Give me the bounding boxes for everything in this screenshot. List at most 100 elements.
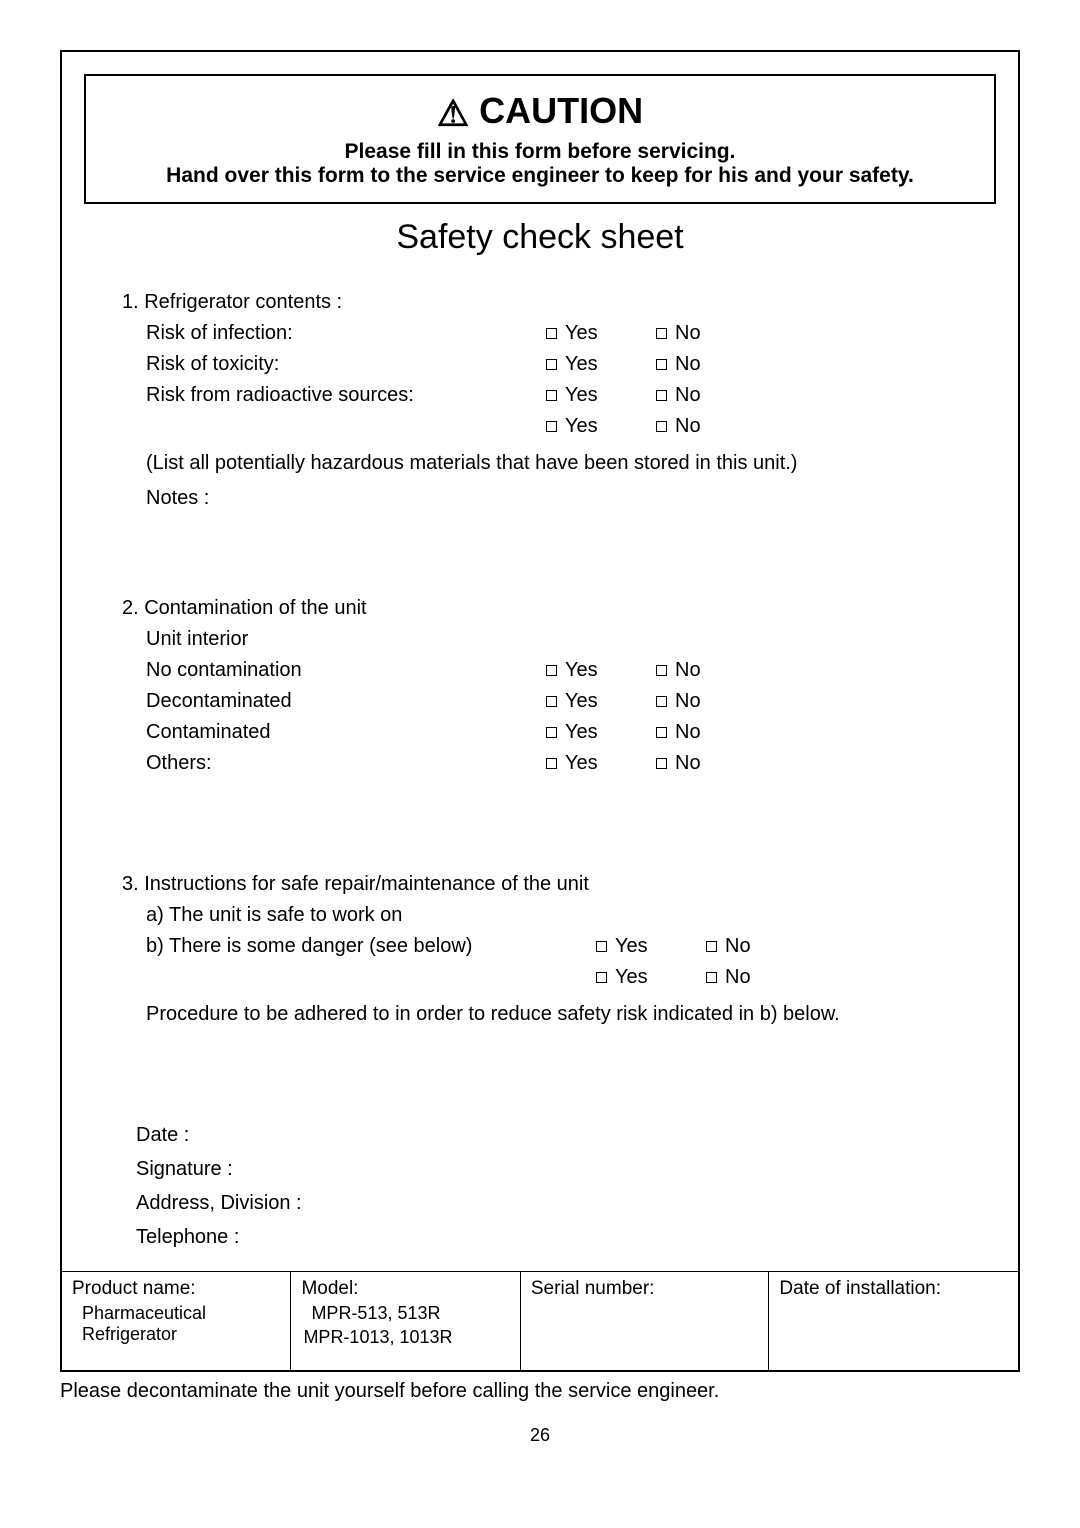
s1-yn-infection: Yes No [546,318,736,349]
yes-label: Yes [565,690,598,712]
model-value-2: MPR-1013, 1013R [301,1327,509,1348]
s2-yn-contam: Yes No [546,717,736,748]
footer-table: Product name: Pharmaceutical Refrigerato… [62,1271,1018,1370]
checkbox-no[interactable] [656,727,667,738]
warning-icon: ⚠ [437,92,469,133]
s2-label-nocontam: No contamination [146,655,546,686]
s1-row-extra: Yes No [122,411,978,442]
install-date-label: Date of installation: [779,1278,1008,1300]
header-instruction-1: Please fill in this form before servicin… [96,140,984,164]
s3-row-b: b) There is some danger (see below) Yes … [122,931,978,962]
no-label: No [675,659,701,681]
form-content: 1. Refrigerator contents : Risk of infec… [62,287,1018,1253]
s1-list-note: (List all potentially hazardous material… [146,448,978,479]
model-label: Model: [301,1278,509,1300]
s3-row-b2: Yes No [122,962,978,993]
sheet-title: Safety check sheet [62,218,1018,257]
yes-label: Yes [615,935,648,957]
no-label: No [675,384,701,406]
checkbox-yes[interactable] [546,665,557,676]
checkbox-no[interactable] [656,328,667,339]
s1-yn-radioactive: Yes No [546,380,736,411]
s2-label-decontam: Decontaminated [146,686,546,717]
outer-box: ⚠ CAUTION Please fill in this form befor… [60,50,1020,1372]
checkbox-yes[interactable] [546,758,557,769]
checkbox-yes[interactable] [596,972,607,983]
s2-row-contam: Contaminated Yes No [122,717,978,748]
section2-head: 2. Contamination of the unit [122,593,978,624]
sig-signature: Signature : [136,1154,978,1185]
s3-row-a: a) The unit is safe to work on [122,900,978,931]
no-label: No [675,721,701,743]
checkbox-no[interactable] [656,390,667,401]
caution-title: ⚠ CAUTION [96,90,984,134]
s2-label-others: Others: [146,748,546,779]
checkbox-yes[interactable] [546,727,557,738]
product-name-label: Product name: [72,1278,280,1300]
serial-label: Serial number: [531,1278,759,1300]
gap [122,779,978,869]
checkbox-no[interactable] [656,696,667,707]
s1-label-infection: Risk of infection: [146,318,546,349]
caution-text: CAUTION [479,90,643,131]
checkbox-no[interactable] [656,665,667,676]
page-number: 26 [60,1425,1020,1446]
s1-row-infection: Risk of infection: Yes No [122,318,978,349]
product-name-value: Pharmaceutical Refrigerator [72,1303,280,1345]
checkbox-no[interactable] [656,421,667,432]
checkbox-yes[interactable] [596,941,607,952]
footer-model: Model: MPR-513, 513R MPR-1013, 1013R [291,1272,520,1370]
section2-subhead: Unit interior [146,624,978,655]
yes-label: Yes [565,752,598,774]
yes-label: Yes [565,721,598,743]
caution-header-box: ⚠ CAUTION Please fill in this form befor… [84,74,996,204]
yes-label: Yes [565,353,598,375]
s2-yn-nocontam: Yes No [546,655,736,686]
footer-product-name: Product name: Pharmaceutical Refrigerato… [62,1272,291,1370]
no-label: No [675,752,701,774]
s3-label-a: a) The unit is safe to work on [146,900,546,931]
no-label: No [675,322,701,344]
s2-label-contam: Contaminated [146,717,546,748]
section1-head: 1. Refrigerator contents : [122,287,978,318]
no-label: No [675,690,701,712]
checkbox-no[interactable] [706,941,717,952]
no-label: No [675,353,701,375]
model-value-1: MPR-513, 513R [301,1303,509,1324]
s1-notes-label: Notes : [146,483,978,593]
sig-address: Address, Division : [136,1188,978,1219]
checkbox-yes[interactable] [546,696,557,707]
s2-yn-others: Yes No [546,748,736,779]
checkbox-no[interactable] [656,359,667,370]
s1-yn-extra: Yes No [546,411,736,442]
s1-label-toxicity: Risk of toxicity: [146,349,546,380]
s1-yn-toxicity: Yes No [546,349,736,380]
header-instruction-2: Hand over this form to the service engin… [96,164,984,188]
s1-row-toxicity: Risk of toxicity: Yes No [122,349,978,380]
yes-label: Yes [565,415,598,437]
checkbox-yes[interactable] [546,421,557,432]
bottom-note: Please decontaminate the unit yourself b… [60,1380,1020,1403]
s3-yn-b1: Yes No [596,931,786,962]
yes-label: Yes [565,659,598,681]
checkbox-yes[interactable] [546,390,557,401]
checkbox-yes[interactable] [546,359,557,370]
yes-label: Yes [565,322,598,344]
s3-procedure: Procedure to be adhered to in order to r… [146,999,978,1030]
s3-label-b: b) There is some danger (see below) [146,931,546,962]
s2-row-others: Others: Yes No [122,748,978,779]
s2-yn-decontam: Yes No [546,686,736,717]
no-label: No [675,415,701,437]
checkbox-no[interactable] [706,972,717,983]
yes-label: Yes [565,384,598,406]
s1-label-radioactive: Risk from radioactive sources: [146,380,546,411]
checkbox-no[interactable] [656,758,667,769]
s1-row-radioactive: Risk from radioactive sources: Yes No [122,380,978,411]
checkbox-yes[interactable] [546,328,557,339]
s2-row-decontam: Decontaminated Yes No [122,686,978,717]
s2-row-nocontam: No contamination Yes No [122,655,978,686]
gap [122,1030,978,1120]
s3-yn-b2: Yes No [596,962,786,993]
footer-serial: Serial number: [521,1272,770,1370]
signature-block: Date : Signature : Address, Division : T… [136,1120,978,1253]
